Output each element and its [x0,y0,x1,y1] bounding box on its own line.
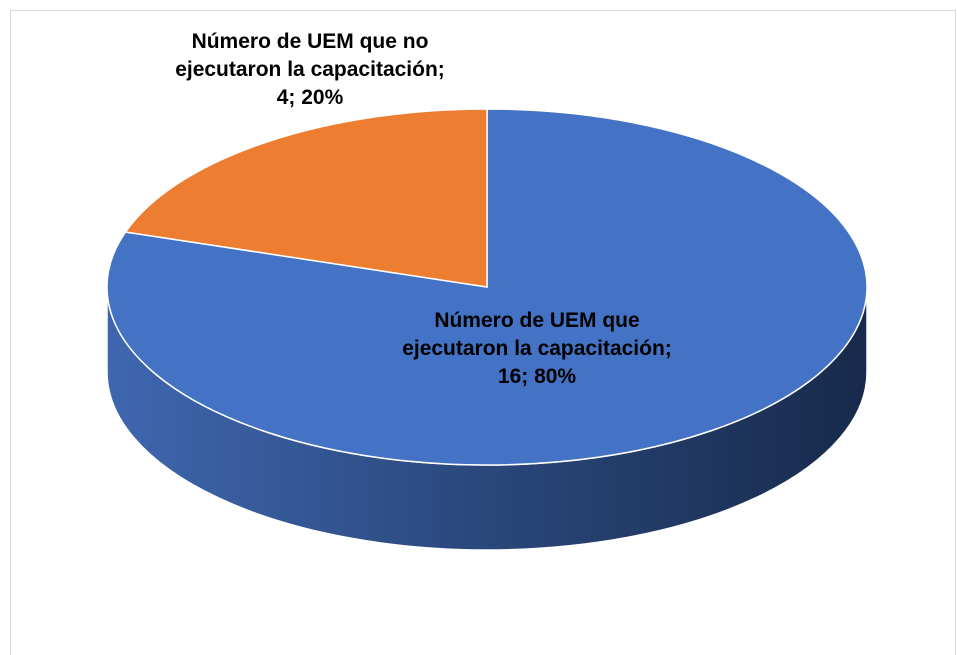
data-label-line: 16; 80% [498,365,577,388]
data-label-line: ejecutaron la capacitación; [175,58,445,81]
pie-slice [124,108,488,288]
data-label-line: Número de UEM que [434,309,639,332]
chart-frame [10,10,956,655]
data-label: Número de UEM que no ejecutaron la capaci… [175,30,445,109]
data-label-line: Número de UEM que no [192,30,429,53]
data-label-line: ejecutaron la capacitación; [402,337,672,360]
data-label: Número de UEM que ejecutaron la capacitac… [402,309,672,388]
data-label-line: 4; 20% [277,86,344,109]
